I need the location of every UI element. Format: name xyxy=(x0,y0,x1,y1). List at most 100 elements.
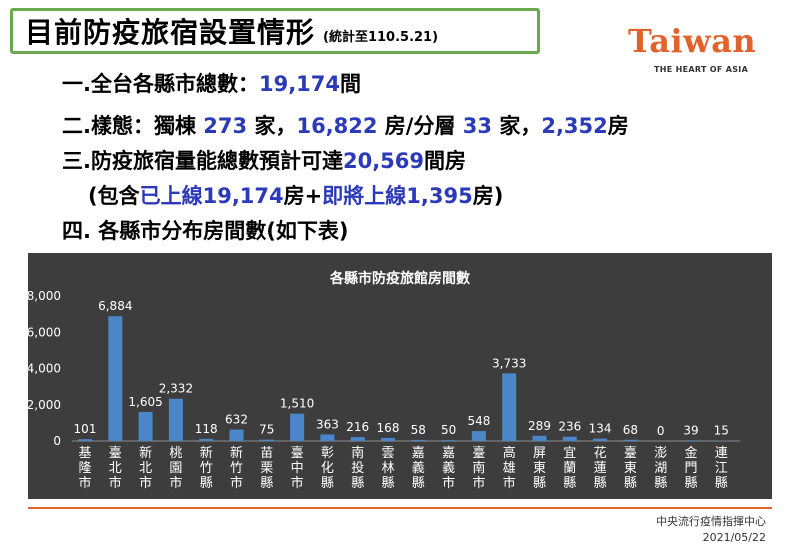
data-label: 632 xyxy=(225,413,248,427)
logo-wordmark: Taiwan xyxy=(628,22,757,60)
data-label: 216 xyxy=(346,420,369,434)
summary-line-1-label: 一.全台各縣市總數： xyxy=(62,72,259,96)
category-label-char: 市 xyxy=(472,475,485,491)
category-label-char: 門 xyxy=(684,461,697,476)
category-label-char: 縣 xyxy=(351,476,364,491)
summary-line-2-text-2: 家， xyxy=(247,114,297,138)
category-label-char: 北 xyxy=(139,461,152,476)
data-label: 289 xyxy=(528,419,551,433)
category-label-char: 化 xyxy=(321,461,334,476)
category-label-char: 市 xyxy=(291,475,304,491)
category-label-char: 縣 xyxy=(321,476,334,491)
category-label-char: 市 xyxy=(169,475,182,491)
summary-line-3-unit: 間房 xyxy=(424,149,467,173)
summary-line-5: 四. 各縣市分布房間數(如下表) xyxy=(62,219,349,243)
category-label: 新竹縣 xyxy=(200,445,213,491)
category-label: 嘉義市 xyxy=(442,446,455,491)
category-label-char: 市 xyxy=(109,475,122,491)
category-label-char: 縣 xyxy=(594,476,607,491)
category-label-char: 市 xyxy=(442,475,455,491)
category-label-char: 投 xyxy=(351,460,364,476)
bar xyxy=(684,440,698,441)
summary-line-3-value: 20,569 xyxy=(342,149,425,173)
chart-title: 各縣市防疫旅館房間數 xyxy=(329,270,470,287)
bar xyxy=(593,438,608,441)
summary-line-4-value-2: 即將上線1,395 xyxy=(322,184,473,208)
summary-line-1-value: 19,174 xyxy=(258,72,341,96)
taiwan-logo: Taiwan THE HEART OF ASIA xyxy=(628,25,756,74)
bar xyxy=(259,439,274,441)
bar xyxy=(199,438,214,441)
data-label: 1,605 xyxy=(128,395,162,409)
category-label-char: 栗 xyxy=(260,461,273,476)
category-label: 宜蘭縣 xyxy=(563,446,576,491)
category-label-char: 義 xyxy=(412,460,425,476)
category-label-char: 連 xyxy=(715,446,728,461)
category-label-char: 縣 xyxy=(563,476,576,491)
summary-line-2-text-4: 家， xyxy=(492,114,542,138)
summary-line-2-text-3: 房/分層 xyxy=(377,114,463,138)
footer: 中央流行疫情指揮中心 2021/05/22 xyxy=(656,514,766,546)
category-label: 澎湖縣 xyxy=(654,446,667,491)
category-label-char: 桃 xyxy=(169,446,182,461)
category-label-char: 市 xyxy=(503,475,516,491)
bar xyxy=(108,316,123,441)
data-label: 3,733 xyxy=(492,356,526,370)
summary-line-2-value-3: 33 xyxy=(462,114,493,138)
summary-line-3-label: 三.防疫旅宿量能總數預計可達 xyxy=(62,149,343,173)
summary-line-1-unit: 間 xyxy=(340,72,362,96)
summary-line-2-value-2: 16,822 xyxy=(296,114,378,138)
category-label: 雲林縣 xyxy=(381,446,394,491)
category-label-char: 縣 xyxy=(412,476,425,491)
bar xyxy=(350,437,365,441)
category-label: 連江縣 xyxy=(715,446,728,491)
data-label: 236 xyxy=(558,420,581,434)
category-label-char: 北 xyxy=(109,461,122,476)
category-label-char: 高 xyxy=(503,445,516,461)
category-label-char: 義 xyxy=(442,460,455,476)
category-label-char: 蘭 xyxy=(563,460,576,476)
footer-divider xyxy=(28,507,772,509)
category-label: 花蓮縣 xyxy=(594,445,607,491)
category-label-char: 雄 xyxy=(503,461,516,476)
category-label-char: 竹 xyxy=(230,461,243,476)
category-label-char: 南 xyxy=(351,445,364,461)
data-label: 101 xyxy=(74,422,97,436)
category-label-char: 花 xyxy=(594,445,607,461)
data-label: 58 xyxy=(411,423,426,437)
category-label-char: 南 xyxy=(472,460,485,476)
category-label-char: 縣 xyxy=(200,476,213,491)
category-label-char: 東 xyxy=(533,460,546,476)
y-tick-label: 2,000 xyxy=(28,398,61,412)
data-label: 1,510 xyxy=(280,397,314,411)
bar xyxy=(532,435,547,441)
category-label-char: 縣 xyxy=(260,476,273,491)
category-label-char: 縣 xyxy=(715,476,728,491)
bar xyxy=(290,413,305,441)
category-label-char: 縣 xyxy=(684,476,697,491)
bar xyxy=(229,429,244,441)
summary-line-4: (包含已上線19,174房+即將上線1,395房) xyxy=(88,180,503,210)
data-label: 75 xyxy=(259,423,274,437)
y-tick-label: 4,000 xyxy=(28,362,61,376)
logo-tagline: THE HEART OF ASIA xyxy=(654,65,749,74)
category-label-char: 雲 xyxy=(381,446,394,461)
bar xyxy=(562,436,577,441)
data-label: 118 xyxy=(195,422,218,436)
bar xyxy=(320,434,335,441)
data-label: 134 xyxy=(589,422,612,436)
summary-line-2-value-4: 2,352 xyxy=(541,114,608,138)
category-label-char: 新 xyxy=(230,445,243,461)
data-label: 168 xyxy=(377,421,400,435)
footer-org: 中央流行疫情指揮中心 xyxy=(656,515,766,528)
category-label-char: 蓮 xyxy=(594,461,607,476)
summary-line-4-value-1: 已上線19,174 xyxy=(139,184,284,208)
category-label-char: 東 xyxy=(624,460,637,476)
summary-line-1: 一.全台各縣市總數：19,174間 xyxy=(62,68,361,98)
category-label-char: 市 xyxy=(78,475,91,491)
y-tick-label: 8,000 xyxy=(28,289,61,303)
category-label-char: 臺 xyxy=(109,446,122,461)
category-label-char: 新 xyxy=(139,445,152,461)
category-label-char: 宜 xyxy=(563,446,576,461)
category-label: 基隆市 xyxy=(78,446,91,491)
